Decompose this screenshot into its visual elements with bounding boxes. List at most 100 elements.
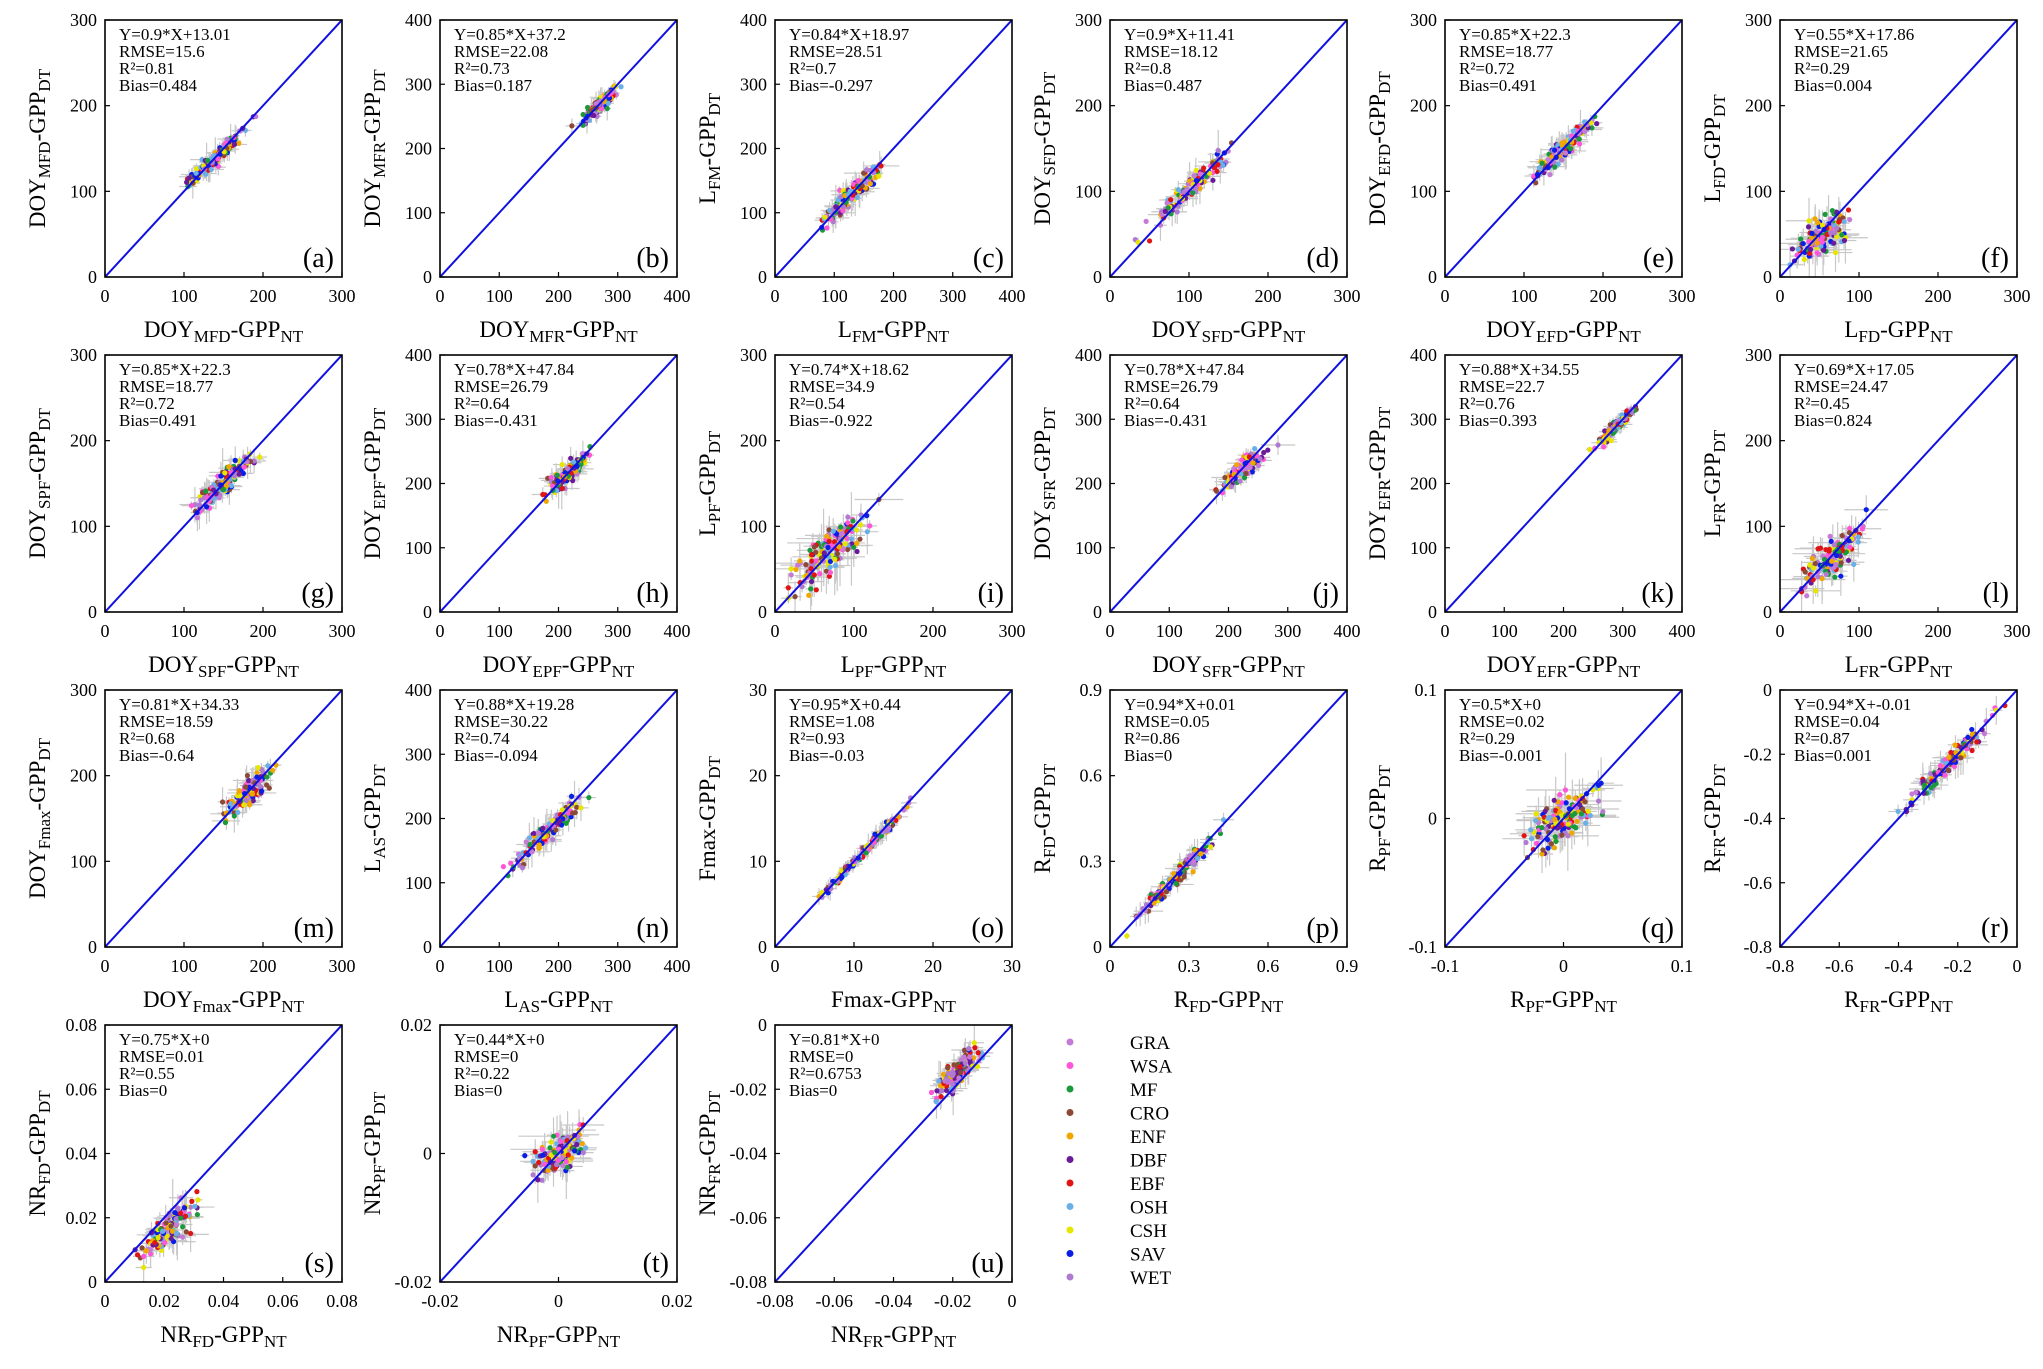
x-tick-label: 200 [1550, 621, 1577, 641]
bias-label: Bias=0.187 [454, 76, 533, 95]
data-point [1191, 173, 1197, 179]
x-axis-label-suffix-sub: NT [1283, 327, 1306, 346]
data-point [1208, 844, 1214, 850]
y-tick-label: 0 [88, 937, 97, 957]
x-axis-label-base: L [841, 652, 855, 677]
y-axis-label-base: DOY [360, 509, 385, 559]
x-tick-label: 200 [880, 286, 907, 306]
data-point [224, 136, 230, 142]
data-point [1819, 222, 1826, 228]
bias-label: Bias=0.484 [119, 76, 198, 95]
x-tick-label: 30 [1003, 956, 1021, 976]
data-point [808, 578, 815, 585]
regression-equation: Y=0.88*X+19.28 [454, 695, 574, 714]
data-point [832, 562, 839, 569]
regression-equation: Y=0.95*X+0.44 [789, 695, 901, 714]
data-point [1832, 574, 1838, 580]
rmse-label: RMSE=30.22 [454, 712, 548, 731]
data-point [1589, 125, 1595, 131]
data-point [580, 111, 586, 118]
data-point [1819, 576, 1825, 582]
data-point [1795, 246, 1801, 252]
data-point [1810, 565, 1817, 571]
x-axis-label-sub: MFR [529, 327, 566, 346]
y-tick-label: 100 [1410, 181, 1437, 201]
x-tick-label: 400 [664, 621, 691, 641]
data-point [833, 204, 839, 210]
data-point [231, 141, 238, 148]
data-point [825, 544, 831, 551]
data-point [540, 491, 546, 498]
rmse-label: RMSE=18.59 [119, 712, 213, 731]
y-axis-label: DOYMFR-GPPDT [360, 69, 389, 228]
data-point [264, 774, 270, 780]
data-point [848, 536, 855, 542]
data-point [1228, 484, 1234, 490]
plot-area-b [440, 20, 677, 277]
data-point [270, 767, 276, 773]
y-tick-label: 200 [405, 474, 432, 494]
y-axis-label-base: DOY [25, 509, 50, 559]
data-point [1813, 228, 1819, 234]
y-axis-label-sub: SFR [1040, 479, 1059, 510]
panel-e: 0 100 200 300 0 100 200 300 Y=0.85*X+22.3RMSE=18… [1365, 10, 1696, 346]
rmse-label: RMSE=18.12 [1124, 42, 1218, 61]
data-point [793, 566, 799, 573]
data-point [878, 833, 885, 839]
data-point [826, 527, 832, 533]
one-to-one-line [775, 690, 1012, 947]
data-point [257, 454, 263, 460]
plot-area-o [775, 690, 1012, 947]
x-axis-label-sub: Fmax [193, 997, 232, 1016]
y-tick-label: 200 [70, 766, 97, 786]
data-point [1146, 238, 1153, 244]
r2-label: R²=0.74 [454, 729, 510, 748]
data-point [1168, 197, 1174, 203]
data-point [228, 801, 234, 807]
y-tick-label: 400 [405, 345, 432, 365]
panel-letter: (i) [978, 578, 1004, 609]
data-point [836, 544, 842, 550]
data-point [1851, 561, 1857, 567]
data-point [235, 809, 241, 816]
data-point [857, 536, 863, 542]
panel-l: 0 100 200 300 0 100 200 300 Y=0.69*X+17.05RMSE=2… [1700, 345, 2031, 681]
data-point [1552, 164, 1558, 170]
y-tick-label: 400 [1075, 345, 1102, 365]
y-tick-label: 400 [405, 10, 432, 30]
y-tick-label: 300 [70, 680, 97, 700]
data-point [850, 518, 856, 524]
panel-o: 0 10 20 30 0 10 20 30 Y=0.95*X+0.44RMSE=1.08R²=0… [695, 680, 1021, 1016]
panel-a: 0 100 200 300 0 100 200 300 Y=0.9*X+13.01RMSE=15… [25, 10, 356, 346]
x-tick-label: 200 [1255, 286, 1282, 306]
data-point [232, 457, 238, 463]
data-point [861, 170, 867, 176]
data-point [834, 551, 840, 557]
data-point [1190, 859, 1197, 865]
y-tick-label: 300 [1745, 10, 1772, 30]
x-axis-label-base: DOY [483, 652, 533, 677]
x-axis-label-suffix: -GPP [232, 987, 282, 1012]
r2-label: R²=0.29 [1794, 59, 1850, 78]
data-point [1821, 556, 1828, 562]
plot-area-j [1110, 355, 1347, 612]
data-point [1839, 232, 1845, 238]
data-point [1855, 539, 1861, 545]
y-tick-label: 300 [405, 409, 432, 429]
x-tick-label: 300 [1669, 286, 1696, 306]
y-axis-label: DOYEFD-GPPDT [1365, 71, 1394, 226]
data-point [508, 860, 514, 866]
x-axis-label: DOYMFR-GPPNT [479, 317, 638, 346]
data-point [1551, 147, 1558, 153]
data-point [559, 461, 565, 468]
x-axis-label-suffix: -GPP [1880, 317, 1930, 342]
data-point [1210, 177, 1216, 183]
y-axis-label-suffix-sub: DT [1710, 94, 1729, 117]
data-point [531, 830, 537, 837]
x-tick-label: 200 [250, 286, 277, 306]
data-point [1576, 136, 1582, 142]
y-tick-label: 200 [405, 139, 432, 159]
y-tick-label: 100 [1410, 538, 1437, 558]
x-tick-label: 20 [924, 956, 942, 976]
one-to-one-line [440, 20, 677, 277]
